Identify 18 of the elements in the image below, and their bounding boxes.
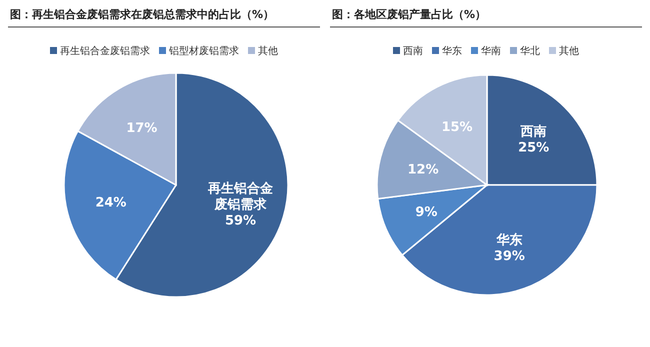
legend-label: 西南 <box>403 45 423 57</box>
legend-label: 华北 <box>520 45 540 57</box>
legend-label: 华南 <box>481 45 501 57</box>
data-label: 华东 39% <box>494 232 525 264</box>
chart-title: 图：各地区废铝产量占比（%） <box>332 8 486 21</box>
data-label: 17% <box>126 121 158 136</box>
data-label: 12% <box>408 162 439 178</box>
legend-label: 华东 <box>442 45 462 57</box>
legend-label: 其他 <box>559 45 579 57</box>
data-label: 24% <box>95 196 126 211</box>
data-label: 9% <box>415 205 438 220</box>
data-label: 15% <box>441 120 473 136</box>
data-label: 西南 25% <box>518 124 550 156</box>
legend-label: 再生铝合金废铝需求 <box>60 45 150 57</box>
chart-title: 图：再生铝合金废铝需求在废铝总需求中的占比（%） <box>10 8 274 21</box>
legend-label: 铝型材废铝需求 <box>168 45 239 57</box>
legend-label: 其他 <box>258 45 278 57</box>
data-label: 再生铝合金废铝需求 59% <box>207 180 274 229</box>
